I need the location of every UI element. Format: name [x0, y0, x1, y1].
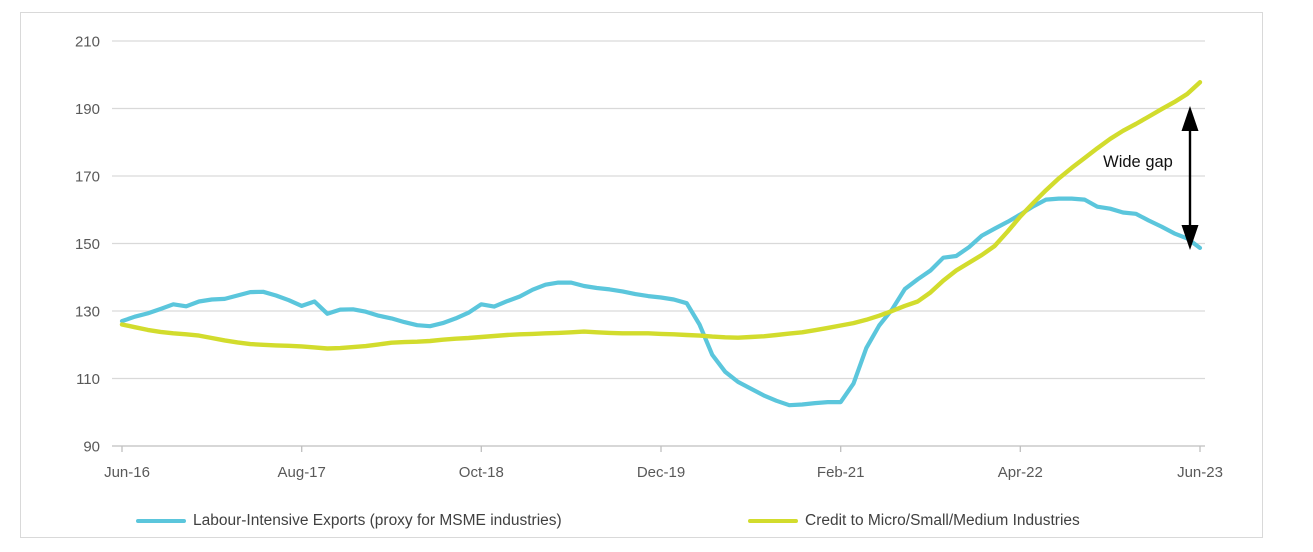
series-lines [119, 79, 1203, 408]
y-tick-label: 210 [75, 34, 100, 51]
y-tick-label: 90 [83, 439, 100, 456]
exports-legend-swatch [136, 518, 186, 524]
y-tick-label: 170 [75, 169, 100, 186]
series-line-credit [119, 79, 1203, 351]
wide-gap-label: Wide gap [1103, 153, 1173, 171]
credit-legend-swatch [748, 518, 798, 524]
chart-frame [20, 12, 1263, 538]
y-tick-label: 110 [76, 371, 100, 388]
x-axis-labels: Jun-16 Aug-17 Oct-18 Dec-19 Feb-21 Apr-2… [104, 464, 1223, 481]
x-tick-label: Oct-18 [459, 464, 504, 481]
y-tick-label: 190 [75, 101, 100, 118]
x-tick-label: Dec-19 [637, 464, 685, 481]
x-tick-label: Jun-16 [104, 464, 150, 481]
credit-legend-label: Credit to Micro/Small/Medium Industries [805, 512, 1080, 529]
y-tick-label: 150 [75, 236, 100, 253]
gridlines [112, 40, 1205, 380]
y-tick-label: 130 [75, 304, 100, 321]
x-tick-label: Jun-23 [1177, 464, 1223, 481]
legend-item-credit: Credit to Micro/Small/Medium Industries [748, 512, 1080, 530]
exports-legend-label: Labour-Intensive Exports (proxy for MSME… [193, 512, 562, 529]
y-axis-labels: 210 190 170 150 130 110 90 [75, 34, 100, 456]
x-tick-label: Feb-21 [817, 464, 865, 481]
wide-gap-arrow [1181, 106, 1199, 250]
x-tick-label: Aug-17 [278, 464, 326, 481]
series-line-exports [119, 196, 1203, 408]
x-axis [112, 445, 1205, 452]
x-tick-label: Apr-22 [998, 464, 1043, 481]
legend-item-exports: Labour-Intensive Exports (proxy for MSME… [136, 512, 562, 530]
